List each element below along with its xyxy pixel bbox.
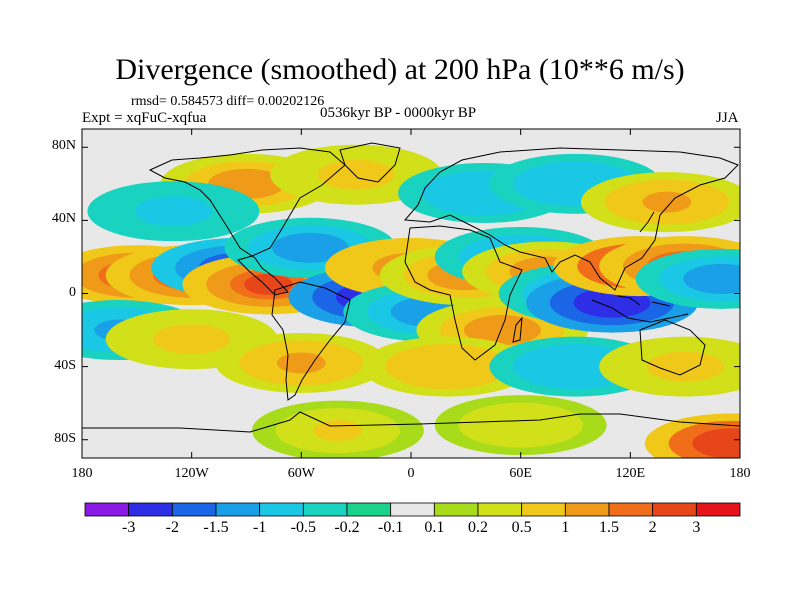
colorbar-swatch xyxy=(608,502,654,517)
colorbar-swatch xyxy=(564,502,610,517)
colorbar-label: 0.5 xyxy=(511,519,532,536)
page-title: Divergence (smoothed) at 200 hPa (10**6 … xyxy=(115,53,685,86)
coastline-indonesia xyxy=(591,295,689,323)
colorbar-label: 1.5 xyxy=(599,519,619,536)
lon-tick-label: 120E xyxy=(615,466,646,481)
colorbar-swatch xyxy=(171,502,217,517)
lat-tick-label: 0 xyxy=(69,284,76,300)
coastlines xyxy=(82,142,740,433)
colorbar-swatch xyxy=(346,502,392,517)
coastline-japan xyxy=(639,211,655,233)
season-label: JJA xyxy=(716,110,739,126)
colorbar-label: -1 xyxy=(252,519,267,536)
coastline-greenland xyxy=(339,142,401,183)
coastline-africa xyxy=(404,225,523,361)
colorbar-swatch xyxy=(259,502,304,517)
lon-tick-label: 60E xyxy=(509,466,532,481)
colorbar-label: 1 xyxy=(561,519,570,536)
coastline-madagascar xyxy=(512,316,523,343)
colorbar-label: -1.5 xyxy=(203,519,229,536)
colorbar-label: -0.5 xyxy=(290,519,316,536)
contour-region xyxy=(222,173,271,195)
coastline-eurasia xyxy=(403,147,739,291)
colorbar-swatch xyxy=(128,502,173,517)
contour-region xyxy=(313,420,363,442)
contour-region xyxy=(423,356,472,378)
colorbar-label: -0.2 xyxy=(334,519,360,536)
colorbar-swatch xyxy=(477,502,523,517)
lon-tick-label: 0 xyxy=(407,466,415,481)
colorbar-swatch xyxy=(695,502,741,517)
contour-region xyxy=(697,268,740,290)
coastline-antarctica xyxy=(82,411,740,433)
experiment-label: Expt = xqFuC-xqfua xyxy=(82,110,207,126)
coastline-south-america xyxy=(271,281,351,401)
colorbar-swatch xyxy=(521,502,566,517)
contour-region xyxy=(331,164,381,186)
contour-region xyxy=(706,432,740,454)
contour-region xyxy=(660,356,710,378)
period-label: 0536kyr BP - 0000kyr BP xyxy=(320,105,477,121)
colorbar-label: -2 xyxy=(165,519,179,536)
coastline-australia xyxy=(639,319,706,376)
colorbar-label: 0.1 xyxy=(424,519,445,536)
lon-tick-label: 180 xyxy=(71,466,93,481)
contour-region xyxy=(277,352,326,374)
contour-region xyxy=(551,356,600,378)
colorbar-swatch xyxy=(215,502,261,517)
contour-region xyxy=(286,237,335,259)
colorbar-label: -0.1 xyxy=(377,519,404,536)
lat-tick-label: 40S xyxy=(54,357,76,373)
colorbar-label: 2 xyxy=(648,519,657,536)
colorbar-swatch xyxy=(390,502,435,517)
contour-region xyxy=(551,173,600,195)
contour-region xyxy=(496,414,545,436)
contour-region xyxy=(642,191,692,213)
lat-tick-label: 80S xyxy=(54,430,76,446)
colorbar xyxy=(84,502,741,517)
lat-tick-label: 80N xyxy=(51,138,76,154)
contour-region xyxy=(478,319,527,341)
rmsd-diff-stats: rmsd= 0.584573 diff= 0.00202126 xyxy=(131,94,325,109)
lon-tick-label: 120W xyxy=(174,466,209,481)
contour-region xyxy=(167,328,216,350)
colorbar-label: 3 xyxy=(692,519,701,536)
contour-region xyxy=(244,273,293,295)
colorbar-label: -3 xyxy=(121,519,136,536)
colorbar-swatch xyxy=(433,502,479,517)
colorbar-swatch xyxy=(302,502,348,517)
axis-ticks xyxy=(81,129,741,458)
colorbar-swatch xyxy=(84,502,130,517)
contour-field xyxy=(82,144,740,458)
coastline-north-america xyxy=(148,147,346,296)
lat-tick-label: 40N xyxy=(51,211,76,227)
colorbar-label: 0.2 xyxy=(468,519,488,536)
colorbar-swatch xyxy=(652,502,697,517)
lon-tick-label: 180 xyxy=(729,466,751,481)
lon-tick-label: 60W xyxy=(287,466,315,481)
contour-region xyxy=(149,200,198,222)
